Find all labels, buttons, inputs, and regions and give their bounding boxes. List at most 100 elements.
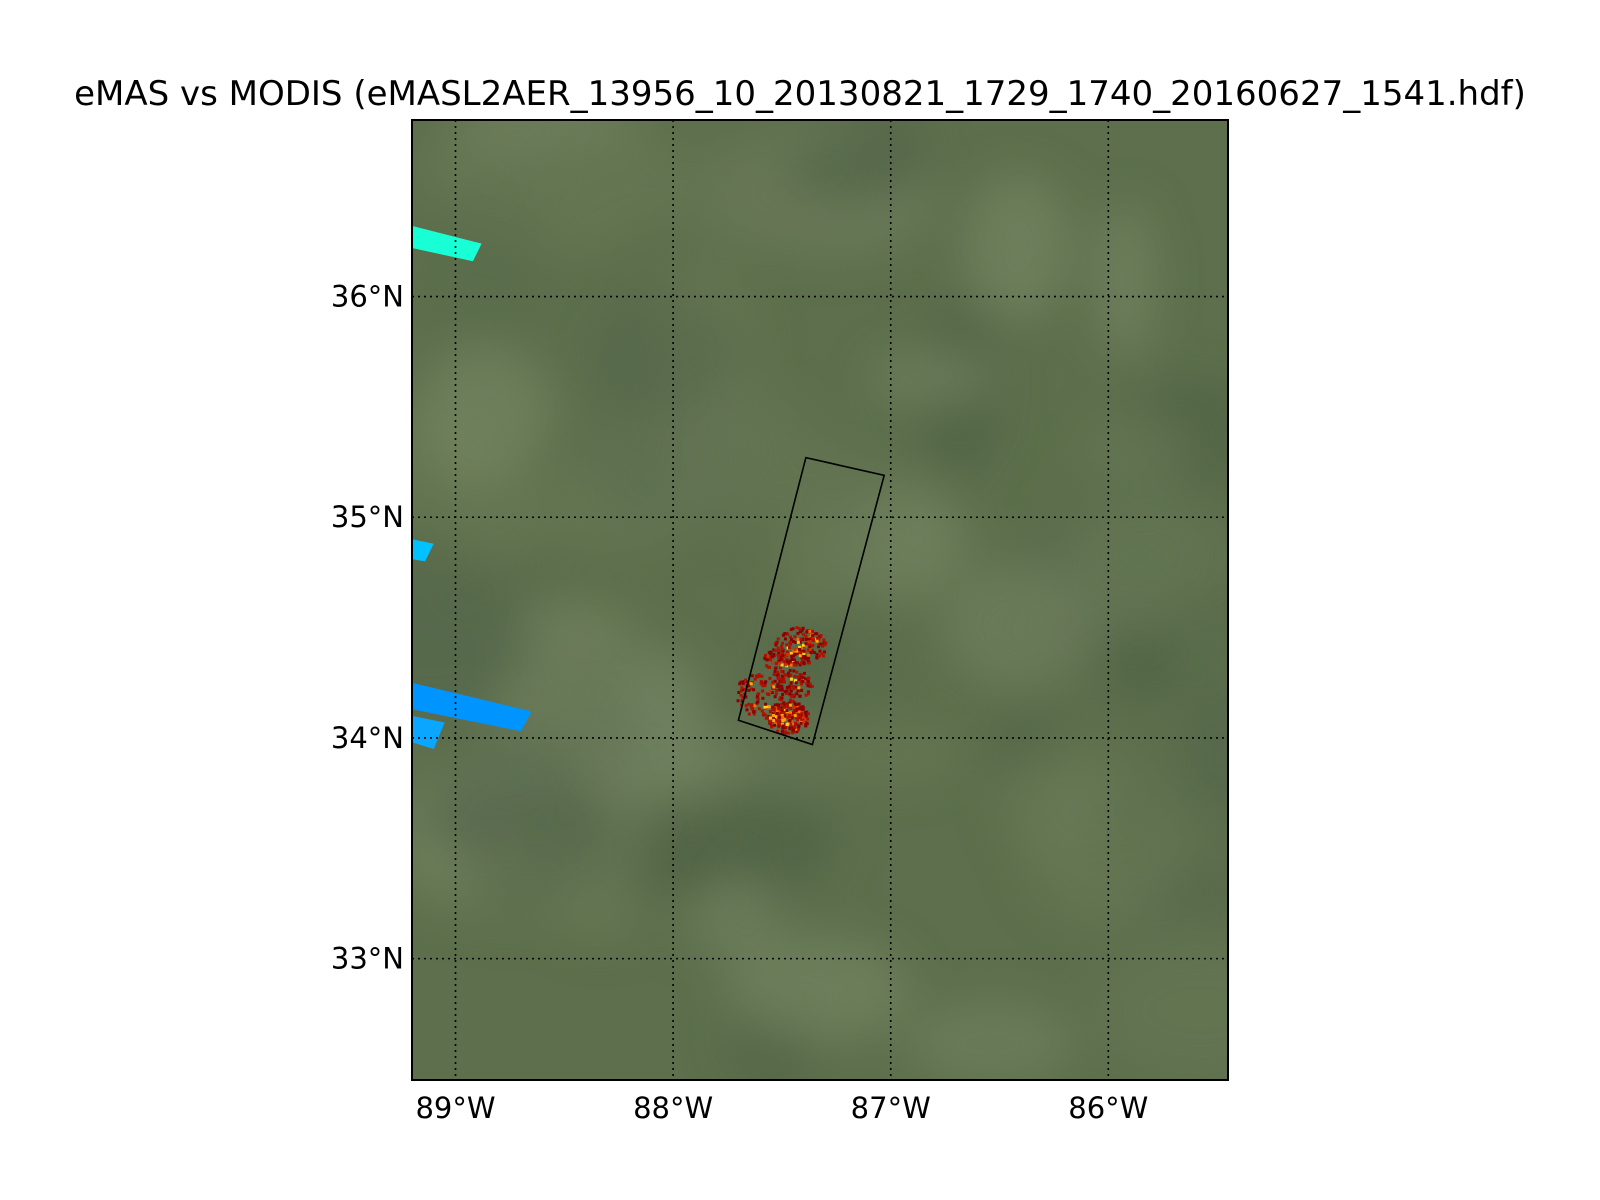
terrain-patch [781, 139, 925, 202]
aerosol-pixel [792, 687, 796, 691]
aerosol-pixel [759, 682, 763, 686]
aerosol-pixel [789, 673, 793, 677]
aerosol-pixel [783, 703, 787, 707]
aerosol-pixel [740, 699, 744, 703]
emas-flight-footprint [737, 456, 886, 746]
aerosol-pixel [787, 674, 791, 678]
aerosol-pixel [801, 626, 805, 630]
aerosol-pixel [739, 680, 743, 684]
aerosol-pixel [771, 707, 775, 711]
aerosol-pixel [782, 659, 786, 663]
aerosol-pixel [776, 670, 780, 674]
aerosol-pixel [800, 650, 804, 654]
aerosol-pixel [744, 695, 748, 699]
terrain-patch [963, 172, 1073, 321]
aerosol-pixel [768, 676, 772, 680]
aerosol-pixel [788, 646, 792, 650]
aerosol-pixel [795, 703, 799, 707]
aerosol-pixel [783, 673, 787, 677]
aerosol-pixel [785, 689, 789, 693]
aerosol-pixel [795, 705, 799, 709]
aerosol-pixel [804, 693, 808, 697]
aerosol-pixel [755, 696, 759, 700]
aerosol-pixel [790, 654, 794, 658]
aerosol-pixel [765, 658, 769, 662]
aerosol-pixel [795, 730, 799, 734]
aerosol-pixel [789, 684, 793, 688]
aerosol-pixel [798, 645, 802, 649]
aerosol-pixel [806, 658, 810, 662]
aerosol-pixel [805, 710, 809, 714]
aerosol-pixel [774, 692, 778, 696]
aerosol-pixel [798, 640, 802, 644]
aerosol-pixel [773, 679, 777, 683]
aerosol-pixel [799, 661, 803, 665]
aerosol-pixel [779, 702, 783, 706]
aerosol-pixel [804, 657, 808, 661]
aerosol-pixel [791, 699, 795, 703]
aerosol-pixel [780, 706, 784, 710]
terrain-patch [779, 496, 840, 624]
terrain-patch [447, 461, 548, 557]
aerosol-pixel [788, 692, 792, 696]
terrain-patch [1058, 501, 1228, 603]
aerosol-pixel [823, 643, 827, 647]
map-title: eMAS vs MODIS (eMASL2AER_13956_10_201308… [74, 74, 1526, 114]
terrain-patch [1095, 201, 1156, 360]
aerosol-pixel [764, 680, 768, 684]
aerosol-pixel [792, 640, 796, 644]
aerosol-pixel [767, 705, 771, 709]
modis-swath [412, 539, 434, 562]
aerosol-pixel [792, 669, 796, 673]
aerosol-pixel [795, 692, 799, 696]
aerosol-pixel [796, 640, 800, 644]
aerosol-pixel [790, 658, 794, 662]
aerosol-pixel [736, 699, 740, 703]
aerosol-pixel [774, 641, 778, 645]
aerosol-pixel [770, 690, 774, 694]
aerosol-pixel [763, 713, 767, 717]
aerosol-pixel [768, 720, 772, 724]
aerosol-pixel [820, 644, 824, 648]
terrain-patch [688, 872, 781, 962]
aerosol-pixel [777, 677, 781, 681]
aerosol-pixel [788, 669, 792, 673]
aerosol-pixel [768, 665, 772, 669]
aerosol-pixel [780, 652, 784, 656]
terrain-patch [581, 375, 818, 530]
aerosol-pixel [802, 720, 806, 724]
aerosol-pixel [765, 664, 769, 668]
aerosol-pixel [788, 642, 792, 646]
aerosol-pixel [781, 654, 785, 658]
aerosol-pixel [788, 640, 792, 644]
aerosol-pixel [782, 718, 786, 722]
aerosol-pixel [794, 723, 798, 727]
aerosol-pixel [807, 653, 811, 657]
aerosol-pixel [794, 685, 798, 689]
longitude-label: 86°W [1068, 1091, 1148, 1125]
aerosol-pixel [794, 716, 798, 720]
aerosol-pixel [789, 722, 793, 726]
aerosol-pixel [779, 698, 783, 702]
aerosol-pixel [775, 673, 779, 677]
aerosol-pixel [802, 662, 806, 666]
terrain-patch [438, 727, 605, 903]
aerosol-pixel [764, 702, 768, 706]
aerosol-pixel [764, 653, 768, 657]
aerosol-pixel [789, 681, 793, 685]
aerosol-pixel [788, 703, 792, 707]
terrain-patch [871, 351, 996, 403]
terrain-patch [824, 617, 908, 712]
aerosol-pixel [768, 689, 772, 693]
aerosol-pixel [793, 647, 797, 651]
aerosol-pixel [800, 688, 804, 692]
aerosol-pixel [788, 688, 792, 692]
aerosol-pixel [743, 687, 747, 691]
aerosol-pixel [772, 652, 776, 656]
aerosol-pixel [763, 684, 767, 688]
aerosol-pixel [782, 705, 786, 709]
aerosol-pixel [745, 680, 749, 684]
aerosol-pixel [784, 714, 788, 718]
aerosol-pixel [776, 637, 780, 641]
terrain-patch [728, 938, 911, 1043]
